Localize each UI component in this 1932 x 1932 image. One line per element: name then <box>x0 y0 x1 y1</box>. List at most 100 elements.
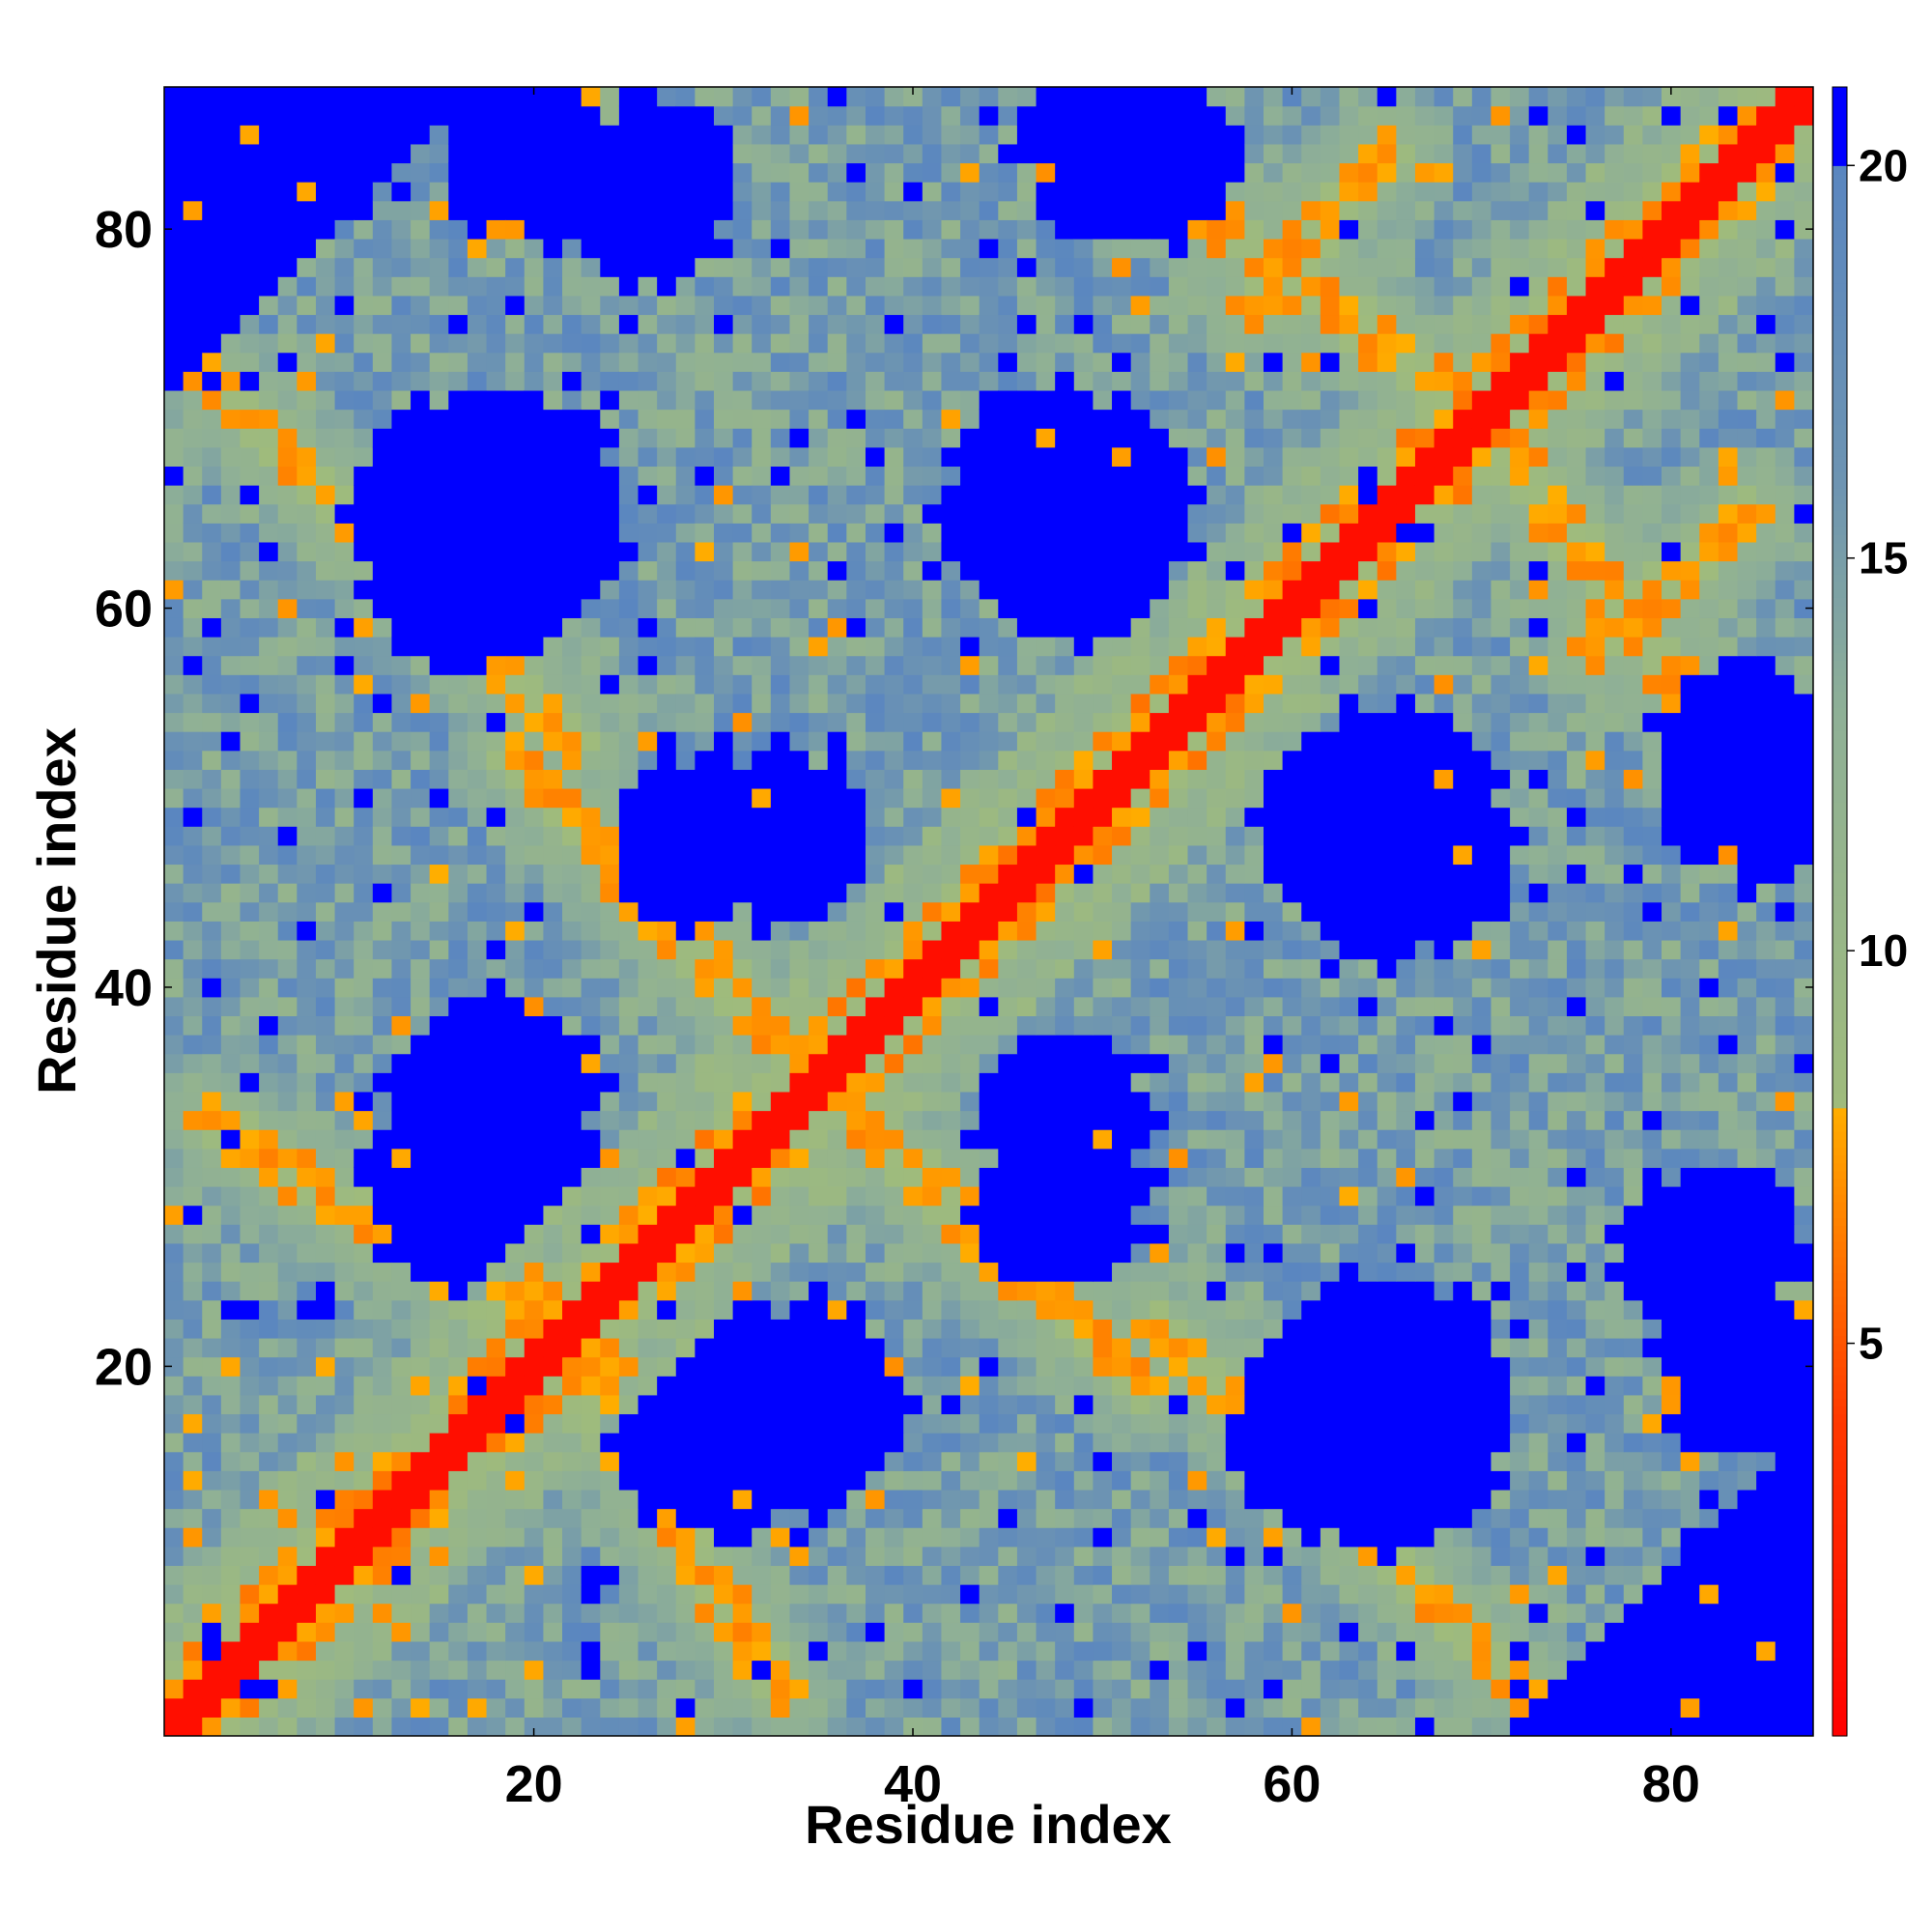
heatmap-cell <box>638 219 658 240</box>
heatmap-cell <box>1150 1319 1170 1339</box>
heatmap-cell <box>277 1110 298 1130</box>
heatmap-cell <box>846 1337 867 1358</box>
heatmap-cell <box>259 1205 279 1225</box>
heatmap-cell <box>1244 1072 1264 1093</box>
heatmap-cell <box>1016 1660 1037 1680</box>
heatmap-cell <box>448 1281 469 1301</box>
heatmap-cell <box>1358 1205 1378 1225</box>
heatmap-cell <box>429 238 449 259</box>
heatmap-cell <box>1471 1489 1492 1510</box>
heatmap-cell <box>638 466 658 486</box>
heatmap-cell <box>1434 1356 1454 1377</box>
heatmap-cell <box>1320 1622 1341 1642</box>
heatmap-cell <box>467 883 488 903</box>
heatmap-cell <box>809 598 829 618</box>
heatmap-cell <box>448 787 469 809</box>
heatmap-cell <box>411 1603 431 1623</box>
heatmap-cell <box>372 921 393 941</box>
heatmap-cell <box>1662 1053 1682 1073</box>
heatmap-cell <box>846 1394 867 1415</box>
heatmap-cell <box>1605 1565 1625 1585</box>
heatmap-cell <box>164 1186 185 1207</box>
heatmap-cell <box>1036 1376 1056 1396</box>
heatmap-cell <box>600 1262 620 1282</box>
heatmap-cell <box>1301 1242 1321 1264</box>
heatmap-cell <box>1662 1622 1682 1642</box>
heatmap-cell <box>448 485 469 505</box>
heatmap-cell <box>543 883 563 903</box>
heatmap-cell <box>770 807 791 827</box>
heatmap-cell <box>429 143 449 164</box>
heatmap-cell <box>1093 1356 1113 1377</box>
heatmap-cell <box>618 844 639 866</box>
heatmap-cell <box>789 1508 810 1528</box>
heatmap-cell <box>827 1622 847 1642</box>
heatmap-cell <box>600 1035 620 1055</box>
heatmap-cell <box>259 826 279 846</box>
heatmap-cell <box>524 1451 545 1471</box>
heatmap-cell <box>240 939 260 960</box>
heatmap-cell <box>1794 1053 1813 1073</box>
heatmap-cell <box>505 428 526 448</box>
heatmap-cell <box>1491 1129 1511 1150</box>
heatmap-cell <box>164 1205 185 1225</box>
heatmap-cell <box>1605 1717 1625 1736</box>
heatmap-cell <box>1566 1224 1587 1244</box>
heatmap-cell <box>543 1413 563 1434</box>
heatmap-cell <box>277 1640 298 1662</box>
heatmap-cell <box>448 1508 469 1528</box>
heatmap-cell <box>581 1394 601 1415</box>
heatmap-cell <box>448 637 469 657</box>
heatmap-cell <box>770 731 791 752</box>
heatmap-cell <box>315 1697 336 1718</box>
heatmap-cell <box>618 257 639 277</box>
heatmap-cell <box>1680 1356 1700 1377</box>
heatmap-cell <box>581 200 601 220</box>
heatmap-cell <box>505 693 526 714</box>
heatmap-cell <box>581 1262 601 1282</box>
heatmap-cell <box>1244 1697 1264 1718</box>
heatmap-cell <box>638 901 658 922</box>
heatmap-cell <box>448 939 469 960</box>
heatmap-cell <box>714 637 734 657</box>
heatmap-cell <box>618 769 639 789</box>
heatmap-cell <box>1605 1413 1625 1434</box>
heatmap-cell <box>600 769 620 789</box>
heatmap-cell <box>562 200 582 220</box>
heatmap-cell <box>770 162 791 183</box>
heatmap-cell <box>1112 1622 1132 1642</box>
heatmap-cell <box>411 182 431 202</box>
heatmap-cell <box>315 674 336 695</box>
heatmap-cell <box>752 1224 772 1244</box>
heatmap-cell <box>979 1205 999 1225</box>
heatmap-cell <box>277 1356 298 1377</box>
heatmap-cell <box>1301 1110 1321 1130</box>
heatmap-cell <box>1112 1451 1132 1471</box>
heatmap-cell <box>903 1186 923 1207</box>
heatmap-cell <box>202 1242 222 1264</box>
heatmap-cell <box>505 1527 526 1548</box>
heatmap-cell <box>1320 1660 1341 1680</box>
heatmap-cell <box>164 1015 185 1036</box>
heatmap-cell <box>183 1319 203 1339</box>
heatmap-cell <box>638 598 658 618</box>
heatmap-cell <box>411 958 431 979</box>
heatmap-cell <box>1491 1376 1511 1396</box>
heatmap-cell <box>770 389 791 411</box>
heatmap-cell <box>979 1622 999 1642</box>
heatmap-cell <box>600 276 620 297</box>
heatmap-cell <box>960 1413 980 1434</box>
heatmap-cell <box>354 428 374 448</box>
heatmap-cell <box>809 655 829 675</box>
heatmap-cell <box>448 276 469 297</box>
heatmap-cell <box>657 1470 677 1491</box>
heatmap-cell <box>164 389 185 411</box>
heatmap-cell <box>240 219 260 240</box>
heatmap-cell <box>448 105 469 126</box>
heatmap-cell <box>391 1186 412 1207</box>
heatmap-cell <box>675 750 696 770</box>
heatmap-cell <box>372 580 393 600</box>
heatmap-cell <box>372 87 393 107</box>
heatmap-cell <box>1605 1072 1625 1093</box>
heatmap-cell <box>1130 1508 1151 1528</box>
